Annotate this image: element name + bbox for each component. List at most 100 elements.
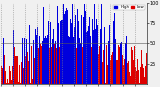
Bar: [33, 40, 34, 84]
Bar: [28, 61, 29, 84]
Bar: [123, 65, 124, 84]
Bar: [101, 4, 102, 84]
Bar: [34, 58, 35, 84]
Bar: [91, 28, 92, 84]
Bar: [37, 27, 38, 84]
Bar: [118, 45, 119, 84]
Bar: [99, 43, 100, 84]
Bar: [103, 17, 104, 84]
Bar: [116, 60, 117, 84]
Bar: [138, 70, 139, 84]
Bar: [63, 4, 64, 84]
Bar: [117, 60, 118, 84]
Bar: [72, 4, 73, 84]
Bar: [109, 25, 110, 84]
Bar: [65, 11, 66, 84]
Bar: [136, 71, 137, 84]
Bar: [82, 47, 83, 84]
Bar: [121, 42, 122, 84]
Bar: [53, 29, 54, 84]
Bar: [22, 38, 23, 84]
Bar: [139, 83, 140, 84]
Bar: [108, 41, 109, 84]
Bar: [85, 11, 86, 84]
Bar: [40, 44, 41, 84]
Bar: [45, 36, 46, 84]
Bar: [56, 48, 57, 84]
Bar: [12, 66, 13, 84]
Bar: [21, 62, 22, 84]
Bar: [113, 21, 114, 84]
Bar: [75, 15, 76, 84]
Bar: [57, 6, 58, 84]
Bar: [19, 65, 20, 84]
Bar: [66, 8, 67, 84]
Bar: [39, 36, 40, 84]
Bar: [60, 21, 61, 84]
Bar: [133, 60, 134, 84]
Bar: [27, 52, 28, 84]
Bar: [61, 20, 62, 84]
Bar: [11, 80, 12, 84]
Bar: [77, 20, 78, 84]
Bar: [131, 47, 132, 84]
Bar: [141, 50, 142, 84]
Bar: [86, 32, 87, 84]
Bar: [142, 64, 143, 84]
Bar: [47, 35, 48, 84]
Bar: [25, 56, 26, 84]
Bar: [13, 30, 14, 84]
Bar: [51, 47, 52, 84]
Bar: [67, 10, 68, 84]
Bar: [120, 43, 121, 84]
Bar: [146, 53, 147, 84]
Bar: [81, 7, 82, 84]
Bar: [32, 79, 33, 84]
Bar: [16, 56, 17, 84]
Bar: [115, 39, 116, 84]
Bar: [7, 79, 8, 84]
Bar: [18, 82, 19, 84]
Bar: [80, 43, 81, 84]
Bar: [35, 29, 36, 84]
Bar: [9, 66, 10, 84]
Bar: [79, 38, 80, 84]
Bar: [127, 63, 128, 84]
Bar: [98, 54, 99, 84]
Bar: [38, 48, 39, 84]
Bar: [144, 55, 145, 84]
Bar: [93, 30, 94, 84]
Bar: [1, 66, 2, 84]
Bar: [110, 60, 111, 84]
Bar: [2, 39, 3, 84]
Bar: [41, 46, 42, 84]
Bar: [106, 45, 107, 84]
Bar: [87, 39, 88, 84]
Bar: [59, 47, 60, 84]
Bar: [31, 46, 32, 84]
Bar: [55, 41, 56, 84]
Bar: [104, 27, 105, 84]
Bar: [69, 37, 70, 84]
Bar: [140, 67, 141, 84]
Bar: [84, 4, 85, 84]
Bar: [126, 36, 127, 84]
Bar: [125, 43, 126, 84]
Bar: [145, 66, 146, 84]
Bar: [134, 46, 135, 84]
Bar: [68, 36, 69, 84]
Bar: [5, 71, 6, 84]
Bar: [112, 52, 113, 84]
Bar: [96, 19, 97, 84]
Bar: [54, 44, 55, 84]
Bar: [17, 56, 18, 84]
Bar: [6, 83, 7, 84]
Bar: [135, 67, 136, 84]
Bar: [143, 68, 144, 84]
Bar: [89, 17, 90, 84]
Bar: [132, 50, 133, 84]
Bar: [15, 56, 16, 84]
Bar: [36, 35, 37, 84]
Bar: [114, 13, 115, 84]
Bar: [97, 25, 98, 84]
